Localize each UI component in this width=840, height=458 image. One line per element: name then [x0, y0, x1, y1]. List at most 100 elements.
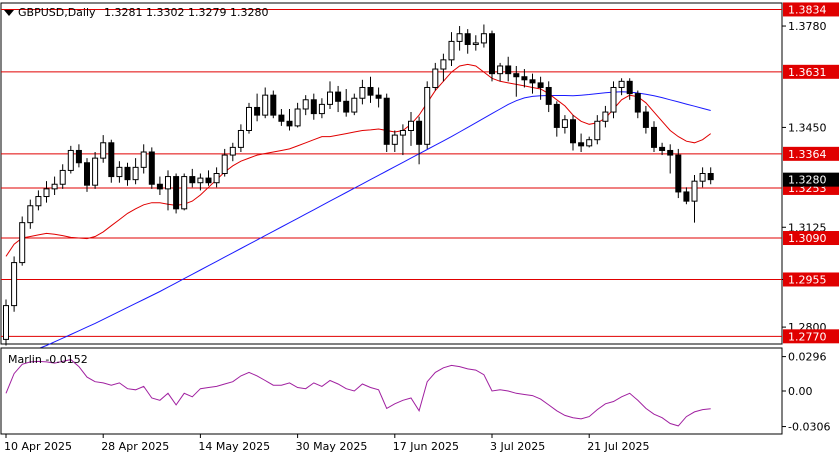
candle[interactable] — [221, 148, 228, 177]
candle-body — [148, 151, 155, 185]
candle[interactable] — [124, 162, 131, 186]
candle-body — [408, 120, 414, 131]
candle[interactable] — [294, 102, 301, 128]
candle[interactable] — [513, 65, 520, 97]
candle[interactable] — [416, 116, 423, 165]
candle[interactable] — [43, 181, 50, 203]
candle[interactable] — [529, 73, 536, 94]
candle-body — [707, 173, 714, 181]
candle[interactable] — [327, 81, 333, 109]
candle[interactable] — [3, 299, 9, 346]
candle[interactable] — [132, 158, 139, 185]
candle[interactable] — [497, 62, 504, 82]
collapse-triangle-icon[interactable] — [4, 10, 14, 16]
candle[interactable] — [27, 199, 34, 229]
candle[interactable] — [35, 190, 42, 211]
candle[interactable] — [19, 216, 26, 266]
candle[interactable] — [351, 93, 358, 116]
candle[interactable] — [11, 256, 18, 312]
candle[interactable] — [642, 105, 649, 134]
candle[interactable] — [691, 175, 698, 223]
candle[interactable] — [75, 144, 82, 168]
candle[interactable] — [173, 173, 180, 214]
candle[interactable] — [651, 121, 657, 152]
candle[interactable] — [545, 81, 552, 113]
candle[interactable] — [699, 167, 706, 188]
candle[interactable] — [302, 95, 309, 116]
candle[interactable] — [335, 85, 342, 113]
candle[interactable] — [205, 170, 212, 186]
candle[interactable] — [359, 79, 366, 105]
candle[interactable] — [391, 130, 398, 152]
candle[interactable] — [561, 115, 568, 134]
candle-body — [100, 142, 107, 159]
candle[interactable] — [318, 98, 325, 119]
candle[interactable] — [213, 167, 220, 188]
candle[interactable] — [197, 173, 204, 191]
candle[interactable] — [108, 139, 115, 183]
candle-body — [529, 79, 536, 84]
candle[interactable] — [262, 87, 269, 119]
candle[interactable] — [383, 93, 390, 152]
candle[interactable] — [270, 90, 277, 119]
price-tick-label: 1.3125 — [788, 221, 827, 234]
candle[interactable] — [586, 136, 593, 148]
candle[interactable] — [67, 145, 74, 174]
candle[interactable] — [399, 124, 406, 156]
candle[interactable] — [343, 89, 350, 117]
candle[interactable] — [448, 32, 455, 66]
candle[interactable] — [440, 53, 447, 82]
candle[interactable] — [424, 81, 431, 149]
candle[interactable] — [610, 81, 617, 119]
candle[interactable] — [659, 142, 666, 156]
time-tick-label: 3 Jul 2025 — [490, 440, 545, 453]
candle[interactable] — [456, 26, 463, 51]
candle[interactable] — [165, 170, 171, 211]
candle[interactable] — [408, 112, 414, 146]
candle[interactable] — [602, 105, 609, 128]
level-price-tag — [783, 329, 839, 344]
candle[interactable] — [100, 135, 107, 163]
candle[interactable] — [472, 35, 479, 51]
candle-body — [448, 40, 455, 61]
candle[interactable] — [278, 108, 285, 126]
candle[interactable] — [84, 158, 90, 192]
candle[interactable] — [667, 144, 674, 174]
candle[interactable] — [92, 151, 99, 189]
candle[interactable] — [634, 90, 641, 119]
candle[interactable] — [375, 87, 382, 108]
candle[interactable] — [148, 147, 155, 189]
candle[interactable] — [310, 93, 317, 120]
candle[interactable] — [618, 78, 625, 96]
candle[interactable] — [675, 148, 682, 199]
candle[interactable] — [432, 62, 439, 91]
candle[interactable] — [246, 102, 252, 134]
candle[interactable] — [521, 69, 528, 88]
candle[interactable] — [156, 176, 163, 196]
candle[interactable] — [229, 142, 236, 162]
candle[interactable] — [553, 101, 560, 137]
candle[interactable] — [51, 176, 58, 196]
candle[interactable] — [505, 56, 512, 82]
candle[interactable] — [140, 144, 147, 174]
candle[interactable] — [570, 115, 576, 151]
candle[interactable] — [181, 173, 188, 211]
candle[interactable] — [594, 115, 601, 145]
candle[interactable] — [480, 24, 487, 48]
candle[interactable] — [626, 78, 633, 100]
candle-body — [108, 142, 115, 178]
candle[interactable] — [237, 124, 244, 152]
candle[interactable] — [537, 76, 544, 100]
candle[interactable] — [683, 187, 690, 205]
candle[interactable] — [489, 30, 495, 82]
candle[interactable] — [59, 164, 66, 189]
candle[interactable] — [367, 76, 374, 103]
candle[interactable] — [116, 161, 123, 183]
candle[interactable] — [254, 93, 261, 122]
candle[interactable] — [286, 108, 293, 131]
candle[interactable] — [464, 29, 471, 54]
candle-body — [626, 80, 633, 95]
candle[interactable] — [189, 168, 196, 188]
candle[interactable] — [707, 167, 714, 185]
candle[interactable] — [578, 133, 585, 152]
